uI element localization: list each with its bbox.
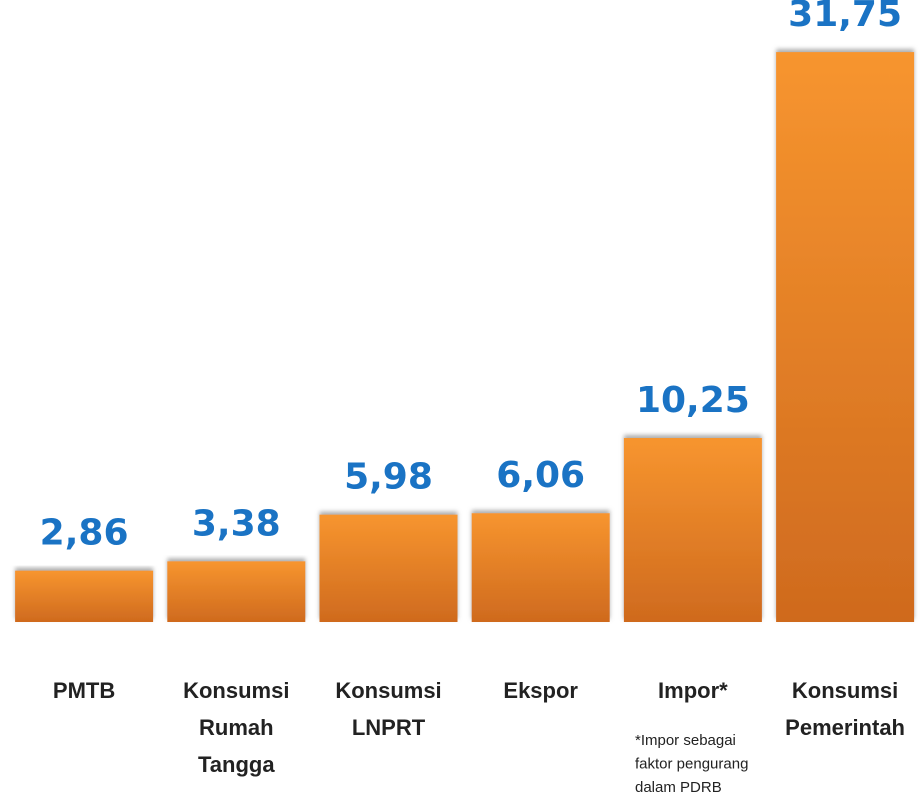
bar (319, 514, 458, 622)
x-tick-label: Ekspor (503, 678, 578, 703)
x-tick-label: PMTB (53, 678, 115, 703)
bar (471, 513, 610, 622)
x-tick-label: Konsumsi Pemerintah (785, 678, 905, 740)
bar (167, 561, 306, 622)
bar (623, 438, 762, 622)
value-label: 3,38 (192, 503, 281, 544)
value-label: 10,25 (636, 380, 750, 421)
value-label: 5,98 (344, 457, 433, 498)
value-label: 2,86 (40, 513, 129, 554)
footnote: *Impor sebagai faktor pengurang dalam PDRB (635, 732, 748, 796)
bar (776, 52, 915, 622)
x-tick-label: Konsumsi LNPRT (335, 678, 441, 740)
x-tick-label: Impor* (658, 678, 728, 703)
x-tick-label: Konsumsi Rumah Tangga (183, 678, 289, 777)
value-label: 31,75 (788, 0, 902, 35)
value-label: 6,06 (496, 455, 585, 496)
bar (15, 570, 154, 622)
